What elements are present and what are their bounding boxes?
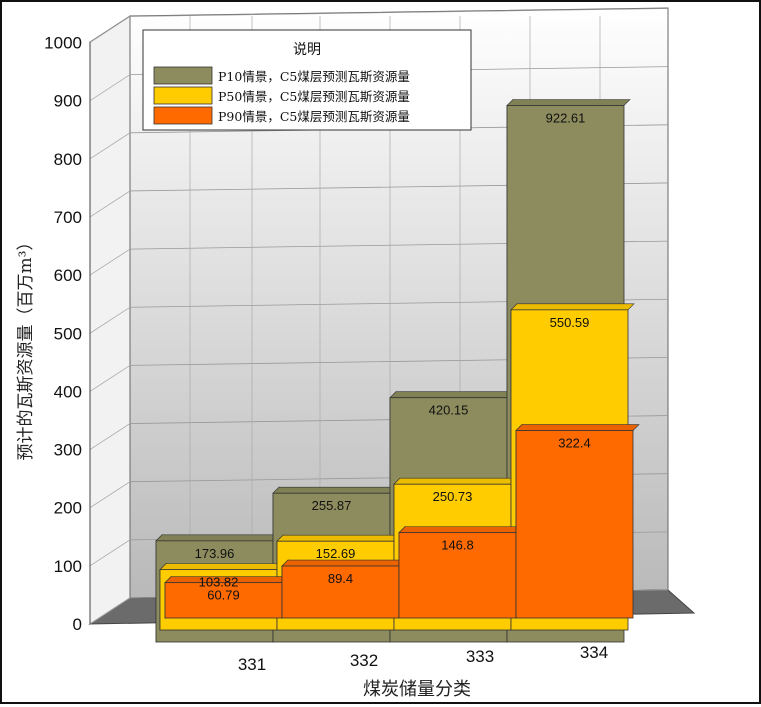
gridline-side (89, 539, 131, 567)
bar-p90 (164, 582, 283, 619)
value-labels: 173.96 255.87 420.15 922.61 103.82 152.69 250.… (195, 111, 591, 603)
value-label: 322.4 (558, 436, 591, 451)
bar-p50-top (159, 563, 284, 570)
legend-label-p10: P10情景，C5煤层预测瓦斯资源量 (218, 69, 410, 84)
legend-title: 说明 (293, 42, 321, 58)
bar-p10-top (506, 99, 631, 106)
value-label: 89.4 (328, 571, 353, 586)
bar-p10-top (272, 486, 397, 494)
bars (155, 98, 640, 643)
y-tick-label: 0 (73, 615, 82, 634)
legend-label-p90: P90情景，C5煤层预测瓦斯资源量 (218, 109, 410, 124)
value-label: 173.96 (195, 546, 235, 561)
bar-p90 (515, 430, 634, 619)
x-tick-label: 331 (238, 655, 266, 674)
value-label: 103.82 (199, 575, 239, 590)
y-tick-label: 400 (54, 382, 82, 401)
gridline-side (89, 74, 131, 101)
bar-p90-top (398, 526, 523, 533)
legend-swatch-p50 (153, 86, 213, 105)
y-tick-label: 100 (54, 557, 82, 576)
value-label: 550.59 (550, 315, 590, 330)
legend-swatch-p90 (153, 106, 213, 125)
bar-p50-top (276, 534, 401, 542)
y-axis-ticks: 0 100 200 300 400 500 600 700 800 900 1000 (44, 34, 91, 634)
y-tick-label: 600 (54, 266, 82, 285)
gridline-side (89, 132, 131, 160)
bar-p50-top (393, 477, 518, 485)
gridline-horizontal (129, 8, 669, 17)
legend-label-p50: P50情景，C5煤层预测瓦斯资源量 (218, 89, 410, 104)
gridline-side (89, 597, 131, 625)
gridline-side (89, 190, 131, 218)
y-tick-label: 900 (54, 92, 82, 111)
bar-p10-top (155, 534, 280, 542)
bar-p90-top (515, 424, 640, 431)
value-label: 255.87 (312, 498, 352, 513)
gridline-side (89, 248, 131, 276)
value-label: 420.15 (429, 403, 469, 418)
value-label: 152.69 (316, 546, 356, 561)
y-tick-label: 500 (54, 324, 82, 343)
value-label: 250.73 (433, 489, 473, 504)
x-tick-label: 334 (580, 643, 608, 662)
value-label: 60.79 (207, 588, 240, 603)
value-label: 922.61 (546, 111, 586, 126)
x-axis-ticks: 331 332 333 334 (238, 643, 608, 674)
y-tick-label: 1000 (44, 34, 82, 53)
y-tick-label: 700 (54, 208, 82, 227)
x-axis-title: 煤炭储量分类 (363, 679, 471, 700)
y-axis-title: 预计的瓦斯资源量（百万m³） (16, 234, 36, 461)
bar-p50-top (510, 303, 635, 311)
legend-swatch-p10 (153, 66, 213, 85)
value-label: 146.8 (441, 538, 474, 553)
bar-p10-top (389, 391, 514, 398)
y-tick-label: 300 (54, 441, 82, 460)
x-tick-label: 333 (466, 647, 494, 666)
y-tick-label: 800 (54, 150, 82, 169)
gridline-side (89, 306, 131, 334)
gridline-side (89, 365, 131, 392)
y-tick-label: 200 (54, 499, 82, 518)
legend: 说明 P10情景，C5煤层预测瓦斯资源量 P50情景，C5煤层预测瓦斯资源量 P… (142, 29, 472, 131)
x-tick-label: 332 (350, 651, 378, 670)
gridline-side (89, 481, 131, 509)
gridline-side (89, 16, 131, 43)
gridline-side (89, 423, 131, 450)
